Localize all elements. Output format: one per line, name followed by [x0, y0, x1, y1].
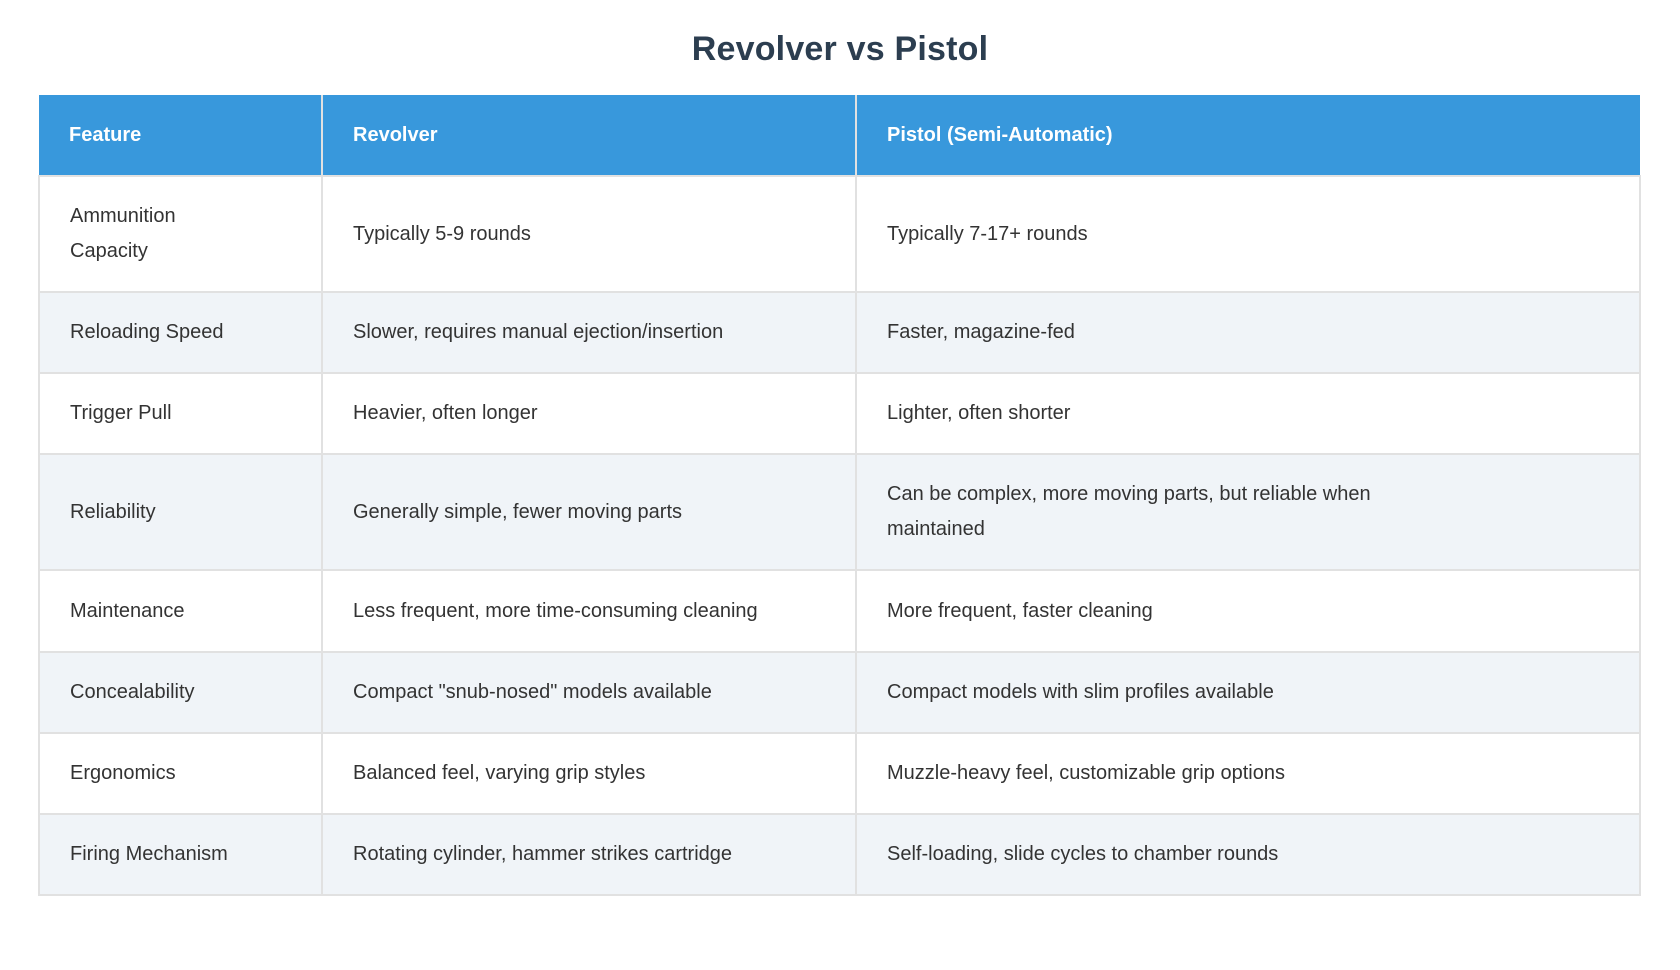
pistol-cell: Self-loading, slide cycles to chamber ro…: [855, 813, 1641, 897]
pistol-cell: More frequent, faster cleaning: [855, 569, 1641, 653]
revolver-cell: Generally simple, fewer moving parts: [321, 453, 857, 572]
pistol-cell: Lighter, often shorter: [855, 372, 1641, 456]
pistol-cell: Compact models with slim profiles availa…: [855, 650, 1641, 734]
revolver-cell: Less frequent, more time-consuming clean…: [321, 569, 857, 653]
feature-text: Ergonomics: [70, 762, 176, 785]
feature-text: Reliability: [70, 501, 156, 524]
pistol-cell: Muzzle-heavy feel, customizable grip opt…: [855, 731, 1641, 816]
pistol-text: Faster, magazine-fed: [887, 321, 1075, 344]
feature-text: Maintenance: [70, 599, 185, 622]
pistol-text: Compact models with slim profiles availa…: [887, 680, 1274, 703]
revolver-text: Balanced feel, varying grip styles: [353, 762, 646, 785]
table-row: Ergonomics Balanced feel, varying grip s…: [38, 731, 1641, 816]
pistol-text: More frequent, faster cleaning: [887, 599, 1153, 622]
pistol-text: Lighter, often shorter: [887, 402, 1071, 425]
col-header-revolver: Revolver: [321, 95, 857, 177]
pistol-cell: Can be complex, more moving parts, but r…: [855, 453, 1641, 572]
col-header-feature: Feature: [39, 95, 323, 177]
feature-cell: Reliability: [38, 453, 323, 572]
pistol-text: Self-loading, slide cycles to chamber ro…: [887, 843, 1279, 866]
revolver-text: Generally simple, fewer moving parts: [353, 501, 683, 524]
table-row: Concealability Compact "snub-nosed" mode…: [38, 650, 1641, 734]
feature-cell: Ergonomics: [38, 731, 323, 816]
table-row: Reloading Speed Slower, requires manual …: [38, 290, 1641, 375]
feature-text: Reloading Speed: [70, 321, 224, 344]
revolver-text: Less frequent, more time-consuming clean…: [353, 599, 758, 622]
revolver-cell: Balanced feel, varying grip styles: [321, 731, 857, 816]
revolver-cell: Compact "snub-nosed" models available: [321, 650, 857, 734]
pistol-cell: Faster, magazine-fed: [855, 290, 1641, 375]
pistol-text: Muzzle-heavy feel, customizable grip opt…: [887, 762, 1285, 785]
table-body: Ammunition Capacity Typically 5-9 rounds…: [38, 175, 1641, 897]
table-row: Maintenance Less frequent, more time-con…: [38, 569, 1641, 653]
feature-text: Ammunition Capacity: [70, 205, 176, 262]
pistol-text: Typically 7-17+ rounds: [887, 222, 1088, 245]
feature-text: Firing Mechanism: [70, 843, 228, 866]
feature-text: Trigger Pull: [70, 402, 172, 425]
feature-cell: Maintenance: [38, 569, 323, 653]
pistol-cell: Typically 7-17+ rounds: [855, 175, 1641, 293]
table-row: Ammunition Capacity Typically 5-9 rounds…: [38, 175, 1641, 293]
table-row: Reliability Generally simple, fewer movi…: [38, 453, 1641, 572]
revolver-text: Compact "snub-nosed" models available: [353, 680, 712, 703]
revolver-cell: Typically 5-9 rounds: [321, 175, 857, 293]
feature-cell: Reloading Speed: [38, 290, 323, 375]
comparison-table: Feature Revolver Pistol (Semi-Automatic)…: [38, 95, 1641, 897]
col-header-pistol: Pistol (Semi-Automatic): [855, 95, 1640, 177]
revolver-cell: Rotating cylinder, hammer strikes cartri…: [321, 813, 857, 897]
revolver-text: Rotating cylinder, hammer strikes cartri…: [353, 843, 733, 866]
table-header: Feature Revolver Pistol (Semi-Automatic): [39, 95, 1640, 177]
page-title: Revolver vs Pistol: [691, 30, 989, 68]
revolver-text: Slower, requires manual ejection/inserti…: [353, 321, 724, 344]
feature-cell: Ammunition Capacity: [38, 175, 323, 293]
table-row: Firing Mechanism Rotating cylinder, hamm…: [38, 813, 1641, 897]
feature-cell: Firing Mechanism: [38, 813, 323, 897]
feature-cell: Trigger Pull: [38, 372, 323, 456]
revolver-cell: Heavier, often longer: [321, 372, 857, 456]
pistol-text: Can be complex, more moving parts, but r…: [887, 483, 1371, 541]
revolver-text: Heavier, often longer: [353, 402, 538, 425]
header-row: Feature Revolver Pistol (Semi-Automatic): [39, 95, 1640, 177]
revolver-cell: Slower, requires manual ejection/inserti…: [321, 290, 857, 375]
table-row: Trigger Pull Heavier, often longer Light…: [38, 372, 1641, 456]
feature-text: Concealability: [70, 680, 195, 703]
revolver-text: Typically 5-9 rounds: [353, 222, 531, 245]
feature-cell: Concealability: [38, 650, 323, 734]
